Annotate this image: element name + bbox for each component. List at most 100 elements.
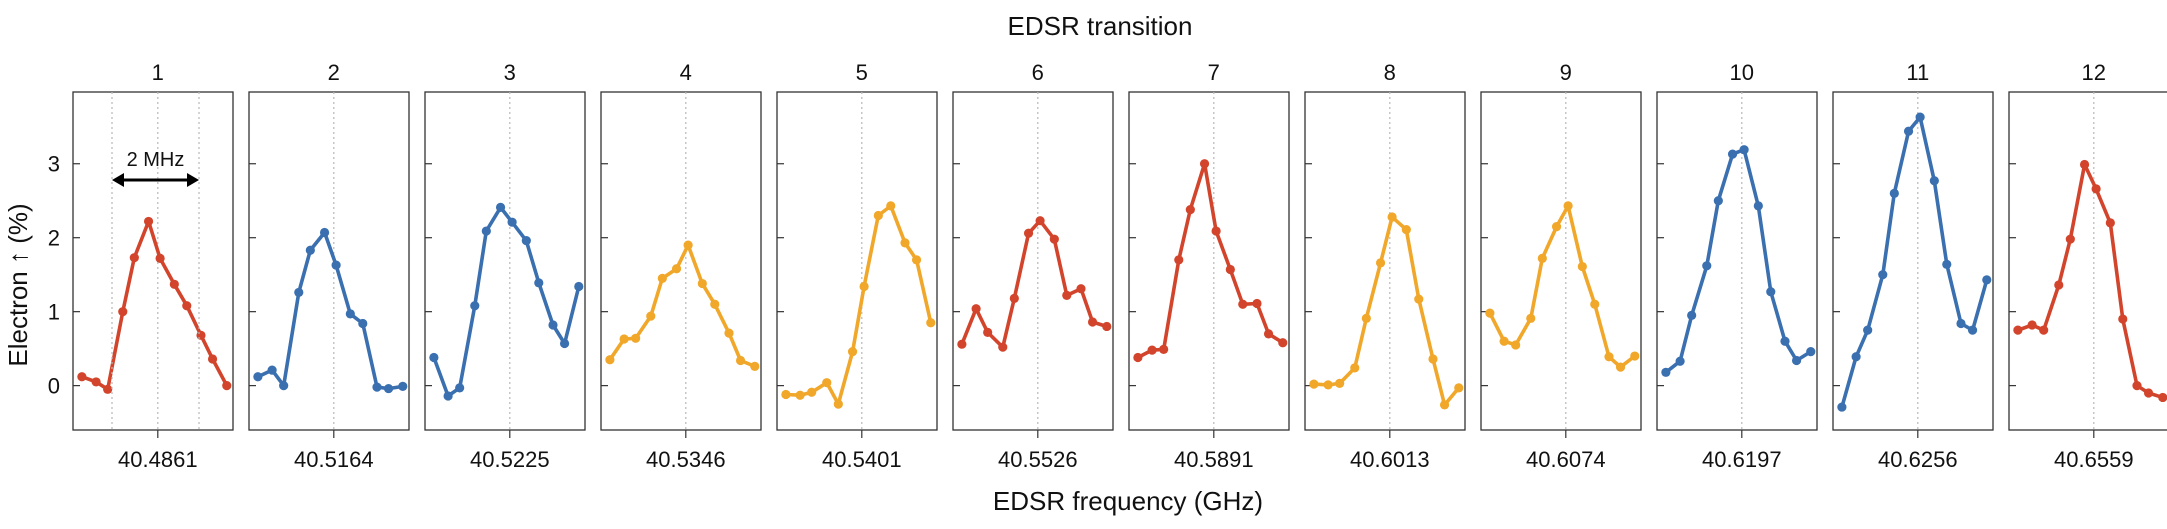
x-tick-label: 40.5225 <box>470 447 550 472</box>
data-point <box>750 361 760 371</box>
data-point <box>118 307 128 317</box>
data-point <box>534 278 544 288</box>
data-point <box>619 334 629 344</box>
data-point <box>1780 336 1790 346</box>
arrowhead-left-icon <box>112 173 124 187</box>
data-point <box>1791 355 1802 366</box>
panel-11: 11 40.6256 <box>1832 60 1994 472</box>
data-point <box>1350 363 1360 373</box>
data-point <box>1577 261 1587 272</box>
y-tick-label: 1 <box>48 300 60 325</box>
data-point <box>196 330 206 340</box>
arrowhead-right-icon <box>187 173 199 187</box>
panel-9: 9 40.6074 <box>1480 60 1642 472</box>
data-point <box>2091 184 2101 194</box>
data-point <box>1133 352 1143 363</box>
data-point <box>1199 159 1210 169</box>
data-point <box>1174 255 1184 265</box>
panel-frame <box>2008 91 2167 431</box>
data-point <box>1361 313 1371 323</box>
data-point <box>521 236 531 246</box>
data-point <box>697 278 707 289</box>
data-point <box>383 383 394 394</box>
data-point <box>2065 234 2075 244</box>
data-point <box>1806 347 1816 357</box>
data-point <box>103 384 113 394</box>
data-point <box>2054 280 2064 290</box>
series-line <box>80 219 229 392</box>
panel-frame <box>1128 91 1290 431</box>
series-line <box>432 205 581 398</box>
data-point <box>1537 253 1547 264</box>
panel-frame <box>72 91 234 431</box>
series-line <box>784 204 933 406</box>
data-point <box>169 279 179 289</box>
panel-label: 8 <box>1384 60 1396 85</box>
data-point <box>1956 318 1966 329</box>
panel-label: 10 <box>1730 60 1754 85</box>
data-point <box>305 245 315 255</box>
panels-layer: 1 40.4861 2 40.5164 3 40.5225 4 40.5346 5 40.5401… <box>48 60 2167 472</box>
series-line <box>1136 161 1285 360</box>
data-point <box>1526 313 1536 323</box>
series-line <box>256 230 405 391</box>
chart-title: EDSR transition <box>1008 11 1193 41</box>
x-tick-label: 40.6197 <box>1702 447 1782 472</box>
data-point <box>495 202 506 212</box>
panel-frame <box>424 91 586 431</box>
x-tick-label: 40.5526 <box>998 447 1078 472</box>
data-point <box>1439 400 1450 410</box>
data-point <box>605 355 615 365</box>
data-point <box>1062 290 1072 300</box>
series-line <box>1312 215 1461 407</box>
panel-frame <box>248 91 410 431</box>
data-point <box>207 354 218 364</box>
data-point <box>1049 234 1059 244</box>
data-point <box>1225 264 1235 275</box>
data-point <box>873 210 883 221</box>
x-tick-label: 40.5401 <box>822 447 902 472</box>
data-point <box>1401 224 1411 235</box>
data-point <box>1604 352 1614 362</box>
data-point <box>1661 367 1671 377</box>
data-point <box>1727 149 1738 159</box>
x-tick-label: 40.6013 <box>1350 447 1430 472</box>
data-point <box>983 327 993 337</box>
panel-label: 5 <box>856 60 868 85</box>
data-point <box>1102 321 1112 332</box>
data-point <box>1035 216 1045 226</box>
data-point <box>1252 298 1262 309</box>
data-point <box>1335 378 1345 389</box>
data-point <box>1687 310 1697 320</box>
data-point <box>267 365 277 375</box>
data-point <box>998 342 1008 352</box>
panel-7: 7 40.5891 <box>1128 60 1290 472</box>
x-tick-label: 40.6256 <box>1878 447 1958 472</box>
data-point <box>781 389 791 400</box>
data-point <box>1428 354 1438 364</box>
data-point <box>429 352 439 363</box>
panel-label: 6 <box>1032 60 1044 85</box>
data-point <box>2158 392 2167 403</box>
data-point <box>1878 270 1888 280</box>
data-point <box>1511 340 1521 350</box>
data-point <box>795 390 805 400</box>
data-point <box>859 281 869 292</box>
data-point <box>833 399 843 409</box>
panel-8: 8 40.6013 <box>1304 60 1466 472</box>
data-point <box>1915 112 1925 122</box>
data-point <box>683 240 693 250</box>
data-point <box>2013 325 2023 335</box>
x-tick-label: 40.5346 <box>646 447 726 472</box>
annotation-2mhz: 2 MHz <box>111 92 200 430</box>
data-point <box>331 260 341 270</box>
panel-frame <box>1304 91 1466 431</box>
panel-4: 4 40.5346 <box>600 60 762 472</box>
y-axis-label: Electron ↑ (%) <box>3 203 33 366</box>
data-point <box>222 381 232 391</box>
y-tick-label: 0 <box>48 374 60 399</box>
panel-3: 3 40.5225 <box>424 60 586 472</box>
panel-frame <box>1480 91 1642 431</box>
